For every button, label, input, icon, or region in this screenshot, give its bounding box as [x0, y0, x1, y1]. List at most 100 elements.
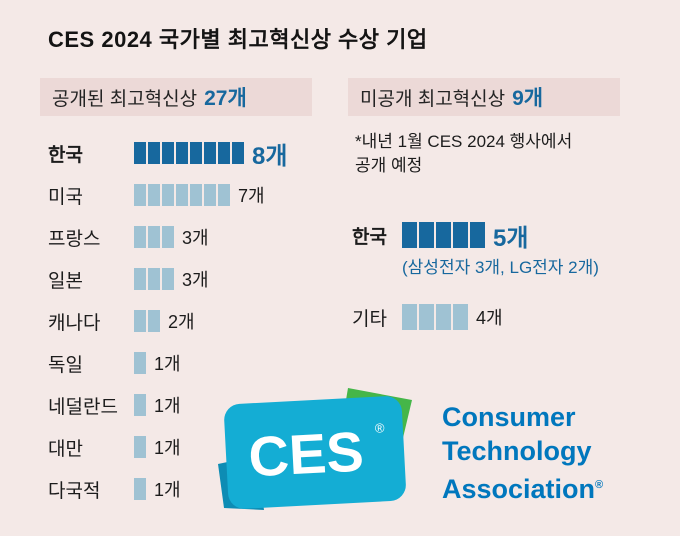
bar-segments-germany	[134, 352, 146, 374]
cta-line-consumer: Consumer	[442, 402, 576, 432]
svg-text:®: ®	[374, 420, 385, 436]
bar-segment	[218, 142, 230, 164]
right-header-label: 미공개 최고혁신상	[360, 88, 506, 110]
bar-segments-others	[402, 304, 468, 330]
row-label-korea: 한국	[352, 226, 387, 248]
bar-segment	[134, 184, 146, 206]
bar-segment	[190, 142, 202, 164]
row-subnote-korea: (삼성전자 3개, LG전자 2개)	[402, 258, 599, 277]
row-value-usa: 7개	[238, 186, 265, 206]
row-label-netherlands: 네덜란드	[48, 396, 118, 418]
row-wrap-korea: 한국 5개 (삼성전자 3개, LG전자 2개)	[352, 222, 599, 278]
bar-segments-multinational	[134, 478, 146, 500]
row-label-korea: 한국	[48, 144, 83, 166]
bar-row-multinational: 다국적 1개	[48, 476, 287, 502]
bar-segment	[134, 142, 146, 164]
bar-segment	[134, 436, 146, 458]
cta-line-technology: Technology	[442, 436, 592, 466]
bar-segment	[134, 478, 146, 500]
undisclosed-awards-chart: 한국 5개 (삼성전자 3개, LG전자 2개) 기타 4개	[352, 222, 599, 330]
bar-row-korea: 한국 8개	[48, 140, 287, 170]
bar-segments-korea	[402, 222, 485, 248]
bar-segment	[134, 268, 146, 290]
row-value-netherlands: 1개	[154, 396, 181, 416]
left-header-label: 공개된 최고혁신상	[52, 88, 198, 110]
row-label-multinational: 다국적	[48, 480, 101, 502]
bar-segment	[148, 142, 160, 164]
row-value-canada: 2개	[168, 312, 195, 332]
bar-segment	[148, 226, 160, 248]
bar-segment	[204, 184, 216, 206]
bar-segments-france	[134, 226, 174, 248]
bar-segment	[436, 222, 451, 248]
row-value-korea: 5개	[493, 224, 529, 252]
bar-row-germany: 독일 1개	[48, 350, 287, 376]
disclosed-awards-chart: 한국 8개 미국 7개 프랑스 3개 일본 3개 캐나다 2개 독일 1개 네덜란드 1개 대만 1개 다국적 1…	[48, 140, 287, 502]
row-label-japan: 일본	[48, 270, 83, 292]
bar-row-france: 프랑스 3개	[48, 224, 287, 250]
row-label-taiwan: 대만	[48, 438, 83, 460]
row-wrap-others: 기타 4개	[352, 304, 599, 330]
row-label-germany: 독일	[48, 354, 83, 376]
bar-row-usa: 미국 7개	[48, 182, 287, 208]
right-header-count: 9개	[512, 87, 544, 110]
branding-block: CES ® Consumer Technology Association®	[212, 388, 603, 518]
bar-segment	[162, 184, 174, 206]
bar-segment	[204, 142, 216, 164]
bar-row-japan: 일본 3개	[48, 266, 287, 292]
bar-row-canada: 캐나다 2개	[48, 308, 287, 334]
bar-segment	[176, 184, 188, 206]
svg-text:CES: CES	[247, 419, 365, 488]
bar-segment	[162, 226, 174, 248]
row-label-canada: 캐나다	[48, 312, 101, 334]
bar-segment	[162, 142, 174, 164]
bar-segment	[453, 304, 468, 330]
row-value-multinational: 1개	[154, 480, 181, 500]
bar-segment	[190, 184, 202, 206]
left-header-count: 27개	[204, 87, 247, 110]
bar-segments-taiwan	[134, 436, 146, 458]
row-label-france: 프랑스	[48, 228, 101, 250]
bar-segment	[232, 142, 244, 164]
ces-logo-icon: CES ®	[218, 388, 412, 510]
bar-row-others: 기타 4개	[352, 304, 599, 330]
page-title: CES 2024 국가별 최고혁신상 수상 기업	[48, 27, 428, 52]
bar-segment	[419, 304, 434, 330]
cta-line-association: Association®	[442, 474, 604, 504]
bar-segment	[402, 222, 417, 248]
bar-segments-canada	[134, 310, 160, 332]
row-value-others: 4개	[476, 308, 503, 328]
right-panel-header: 미공개 최고혁신상 9개	[348, 78, 620, 116]
bar-segment	[134, 352, 146, 374]
bar-row-taiwan: 대만 1개	[48, 434, 287, 460]
row-value-germany: 1개	[154, 354, 181, 374]
note-line-1: *내년 1월 CES 2024 행사에서	[355, 132, 573, 151]
note-line-2: 공개 예정	[355, 156, 423, 175]
bar-row-korea: 한국 5개	[352, 222, 599, 252]
bar-segments-usa	[134, 184, 230, 206]
cta-wordmark: Consumer Technology Association®	[442, 400, 603, 506]
bar-segments-netherlands	[134, 394, 146, 416]
bar-segments-japan	[134, 268, 174, 290]
row-value-korea: 8개	[252, 142, 288, 170]
bar-segment	[436, 304, 451, 330]
bar-segment	[148, 310, 160, 332]
registered-mark: ®	[595, 479, 604, 491]
bar-segments-korea	[134, 142, 244, 164]
bar-segment	[402, 304, 417, 330]
bar-segment	[162, 268, 174, 290]
bar-segment	[148, 268, 160, 290]
bar-segment	[453, 222, 468, 248]
bar-segment	[419, 222, 434, 248]
bar-segment	[470, 222, 485, 248]
bar-row-netherlands: 네덜란드 1개	[48, 392, 287, 418]
bar-segment	[134, 226, 146, 248]
row-label-usa: 미국	[48, 186, 83, 208]
bar-segment	[134, 310, 146, 332]
bar-segment	[148, 184, 160, 206]
bar-segment	[134, 394, 146, 416]
row-label-others: 기타	[352, 308, 387, 330]
left-panel-header: 공개된 최고혁신상 27개	[40, 78, 312, 116]
row-value-france: 3개	[182, 228, 209, 248]
